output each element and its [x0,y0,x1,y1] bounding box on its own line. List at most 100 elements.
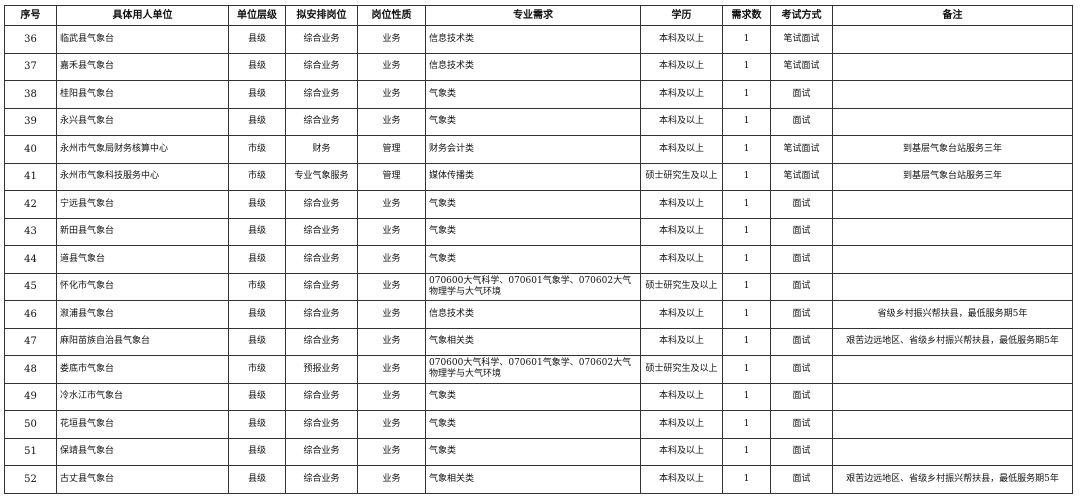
table-cell: 070600大气科学、070601气象学、070602大气物理学与大气环境 [425,355,641,384]
table-cell: 面试 [770,465,833,494]
table-cell: 临武县气象台 [56,25,229,54]
table-cell: 1 [722,272,771,301]
table-cell: 38 [4,80,57,109]
table-row: 38 桂阳县气象台 县级 综合业务 业务 气象类 本科及以上 1 面试 [4,80,1073,109]
table-cell: 本科及以上 [640,107,723,136]
table-cell: 业务 [357,190,426,219]
table-cell: 面试 [770,107,833,136]
table-cell: 综合业务 [285,410,358,439]
table-cell: 气象类 [425,382,641,411]
table-cell: 县级 [228,25,286,54]
table-cell: 笔试面试 [770,135,833,164]
table-cell: 本科及以上 [640,217,723,246]
table-cell: 市级 [228,162,286,191]
table-cell: 麻阳苗族自治县气象台 [56,327,229,356]
table-cell: 永兴县气象台 [56,107,229,136]
table-cell [832,382,1073,411]
table-cell: 综合业务 [285,272,358,301]
table-cell: 管理 [357,162,426,191]
table-row: 41 永州市气象科技服务中心 市级 专业气象服务 管理 媒体传播类 硕士研究生及以上 1 笔试面… [4,162,1073,191]
table-cell: 1 [722,355,771,384]
table-cell: 42 [4,190,57,219]
table-cell: 到基层气象台站服务三年 [832,135,1073,164]
table-cell: 县级 [228,437,286,466]
table-cell: 业务 [357,217,426,246]
table-cell: 46 [4,300,57,329]
table-cell: 气象类 [425,437,641,466]
table-cell: 1 [722,52,771,81]
table-cell: 县级 [228,382,286,411]
table-cell: 业务 [357,80,426,109]
table-cell: 硕士研究生及以上 [640,272,723,301]
table-cell: 1 [722,437,771,466]
table-cell: 44 [4,245,57,274]
table-cell: 业务 [357,272,426,301]
table-cell: 业务 [357,52,426,81]
table-cell: 媒体传播类 [425,162,641,191]
table-cell: 综合业务 [285,217,358,246]
column-header: 拟安排岗位 [285,5,358,26]
table-cell: 47 [4,327,57,356]
table-cell: 1 [722,135,771,164]
table-cell: 43 [4,217,57,246]
column-header: 单位层级 [228,5,286,26]
table-cell: 面试 [770,80,833,109]
job-table: 序号 具体用人单位 单位层级 拟安排岗位 岗位性质 专业需求 学历 需求数 考试方式 备注 36 临… [4,5,1073,494]
table-row: 44 道县气象台 县级 综合业务 业务 气象类 本科及以上 1 面试 [4,245,1073,274]
table-cell: 笔试面试 [770,162,833,191]
table-cell: 本科及以上 [640,465,723,494]
table-cell: 硕士研究生及以上 [640,162,723,191]
column-header: 备注 [832,5,1073,26]
table-cell: 综合业务 [285,107,358,136]
table-cell [832,107,1073,136]
table-cell: 综合业务 [285,465,358,494]
table-cell: 面试 [770,190,833,219]
table-cell: 气象相关类 [425,465,641,494]
table-cell: 本科及以上 [640,437,723,466]
table-cell: 县级 [228,190,286,219]
table-cell: 艰苦边远地区、省级乡村振兴帮扶县，最低服务期5年 [832,327,1073,356]
table-cell: 1 [722,107,771,136]
table-cell: 信息技术类 [425,300,641,329]
table-row: 47 麻阳苗族自治县气象台 县级 综合业务 业务 气象相关类 本科及以上 1 面试 艰苦边远地区、… [4,327,1073,356]
table-cell: 1 [722,300,771,329]
table-row: 43 新田县气象台 县级 综合业务 业务 气象类 本科及以上 1 面试 [4,217,1073,246]
table-cell: 预报业务 [285,355,358,384]
table-cell: 业务 [357,300,426,329]
table-cell [832,52,1073,81]
table-row: 36 临武县气象台 县级 综合业务 业务 信息技术类 本科及以上 1 笔试面试 [4,25,1073,54]
table-cell: 综合业务 [285,80,358,109]
table-cell: 1 [722,410,771,439]
table-cell: 气象类 [425,190,641,219]
table-cell: 1 [722,80,771,109]
table-cell: 县级 [228,245,286,274]
table-cell: 52 [4,465,57,494]
table-cell: 本科及以上 [640,382,723,411]
table-cell: 财务 [285,135,358,164]
table-cell: 综合业务 [285,25,358,54]
table-cell: 面试 [770,300,833,329]
table-cell: 本科及以上 [640,327,723,356]
table-cell: 40 [4,135,57,164]
table-cell [832,355,1073,384]
table-row: 49 冷水江市气象台 县级 综合业务 业务 气象类 本科及以上 1 面试 [4,382,1073,411]
table-cell: 1 [722,327,771,356]
table-cell: 财务会计类 [425,135,641,164]
table-cell: 业务 [357,355,426,384]
table-cell: 县级 [228,107,286,136]
table-row: 37 嘉禾县气象台 县级 综合业务 业务 信息技术类 本科及以上 1 笔试面试 [4,52,1073,81]
table-cell: 新田县气象台 [56,217,229,246]
table-cell: 笔试面试 [770,52,833,81]
table-cell [832,80,1073,109]
table-cell: 到基层气象台站服务三年 [832,162,1073,191]
table-cell [832,410,1073,439]
table-cell: 永州市气象科技服务中心 [56,162,229,191]
table-body: 36 临武县气象台 县级 综合业务 业务 信息技术类 本科及以上 1 笔试面试 37 嘉禾县气象台县… [4,25,1073,494]
table-row: 52 古丈县气象台 县级 综合业务 业务 气象相关类 本科及以上 1 面试 艰苦边远地区、省级乡村… [4,465,1073,494]
table-cell: 1 [722,465,771,494]
column-header: 序号 [4,5,57,26]
table-cell: 1 [722,245,771,274]
table-cell: 信息技术类 [425,25,641,54]
table-cell: 溆浦县气象台 [56,300,229,329]
table-cell: 怀化市气象台 [56,272,229,301]
